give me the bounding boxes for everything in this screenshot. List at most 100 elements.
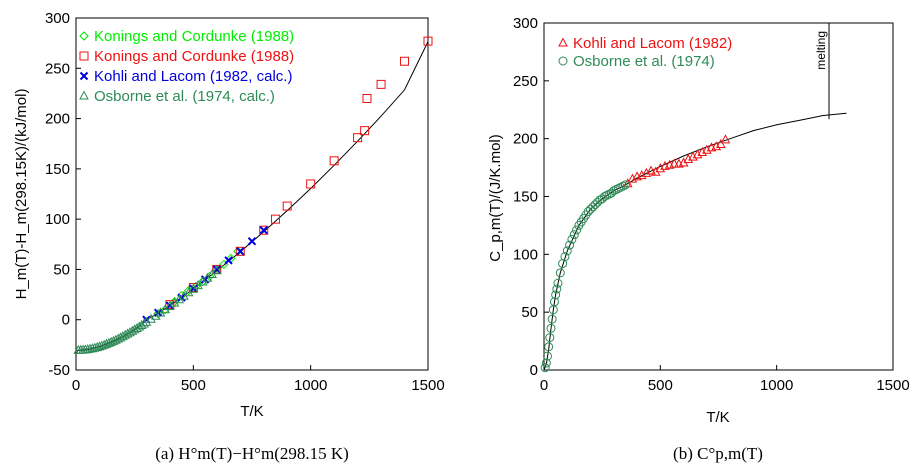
- axis-ticks: 0 500 1000 1500 0 50 100 150 200 250 300: [513, 15, 910, 394]
- data-point: [565, 240, 575, 250]
- legend-label: Osborne et al. (1974): [573, 53, 715, 70]
- legend-label: Kohli and Lacom (1982): [573, 35, 732, 52]
- x-tick-label: 1500: [411, 377, 444, 394]
- data-point: [655, 163, 666, 173]
- data-point: [641, 167, 652, 177]
- melting-annotation: melting: [814, 23, 830, 120]
- legend-marker: [79, 71, 89, 81]
- data-point: [553, 278, 563, 288]
- data-point: [400, 56, 410, 66]
- data-point: [282, 201, 292, 211]
- data-point: [588, 202, 598, 212]
- y-tick-label: 250: [45, 60, 70, 77]
- data-point: [590, 200, 600, 210]
- data-point: [362, 93, 372, 103]
- legend-label: Konings and Cordunke (1988): [94, 48, 294, 65]
- data-point: [599, 192, 609, 201]
- data-point: [562, 246, 572, 256]
- data-point: [541, 358, 551, 368]
- data-point: [560, 252, 570, 262]
- data-point: [555, 268, 565, 278]
- y-tick-label: 100: [45, 211, 70, 228]
- data-point: [329, 156, 339, 166]
- data-point: [627, 173, 638, 183]
- data-points: [73, 36, 433, 354]
- data-point: [127, 325, 138, 335]
- y-tick-label: 0: [62, 312, 70, 329]
- y-tick-label: 50: [521, 304, 538, 321]
- data-point: [306, 179, 316, 189]
- data-point: [270, 214, 280, 224]
- data-point: [236, 247, 245, 256]
- data-point: [125, 327, 135, 337]
- legend-marker: [558, 56, 568, 66]
- x-tick-label: 500: [181, 377, 206, 394]
- x-tick-label: 500: [648, 377, 673, 394]
- data-point: [120, 329, 131, 339]
- legend-marker: [558, 37, 568, 47]
- data-point: [132, 322, 142, 332]
- caption: (b) C°p,m(T): [673, 444, 763, 463]
- data-point: [646, 165, 656, 175]
- y-tick-label: 100: [513, 246, 538, 263]
- data-point: [546, 323, 556, 333]
- plot-frame: [75, 17, 429, 371]
- data-point: [188, 283, 198, 293]
- y-tick-label: 150: [45, 161, 70, 178]
- data-point: [683, 153, 694, 163]
- data-point: [423, 36, 433, 46]
- x-tick-label: 1500: [876, 377, 909, 394]
- y-tick-label: 50: [53, 261, 70, 278]
- data-point: [146, 313, 156, 323]
- data-point: [155, 307, 166, 317]
- data-point: [212, 265, 222, 274]
- data-point: [567, 234, 577, 244]
- data-point: [134, 321, 145, 331]
- data-point: [669, 158, 680, 168]
- data-point: [376, 79, 386, 89]
- data-point: [136, 319, 147, 329]
- plot-frame: [543, 22, 894, 371]
- data-point: [544, 342, 554, 352]
- data-point: [618, 181, 628, 191]
- y-tick-label: 300: [513, 15, 538, 32]
- data-point: [609, 186, 619, 196]
- x-tick-label: 1000: [760, 377, 793, 394]
- data-point: [115, 332, 126, 342]
- data-point: [551, 290, 561, 300]
- x-axis-label: T/K: [240, 403, 263, 420]
- data-point: [353, 133, 363, 143]
- data-point: [150, 310, 161, 320]
- data-point: [702, 144, 712, 154]
- legend-marker: [79, 51, 89, 61]
- data-point: [549, 297, 559, 307]
- data-point: [259, 225, 268, 235]
- data-point: [613, 183, 623, 193]
- data-point: [113, 333, 124, 343]
- data-points: [540, 134, 731, 373]
- data-point: [542, 351, 552, 361]
- y-tick-label: 200: [513, 131, 538, 148]
- legend-label: Konings and Cordunke (1988): [94, 28, 294, 45]
- x-tick-label: 0: [540, 377, 548, 394]
- y-tick-label: 200: [45, 111, 70, 128]
- legend-marker: [79, 31, 89, 41]
- data-point: [711, 141, 722, 151]
- data-point: [235, 246, 245, 256]
- legend-label: Osborne et al. (1974, calc.): [94, 88, 275, 105]
- data-point: [636, 170, 647, 180]
- legend: Kohli and Lacom (1982)Osborne et al. (19…: [558, 35, 732, 70]
- y-axis-label: H_m(T)-H_m(298.15K)/(kJ/mol): [13, 89, 30, 300]
- data-point: [616, 182, 626, 192]
- data-point: [569, 230, 579, 240]
- data-point: [583, 207, 593, 217]
- data-point: [129, 324, 140, 334]
- data-point: [611, 185, 621, 195]
- data-point: [715, 138, 726, 148]
- data-point: [547, 314, 557, 324]
- data-point: [111, 334, 121, 344]
- data-point: [552, 284, 562, 294]
